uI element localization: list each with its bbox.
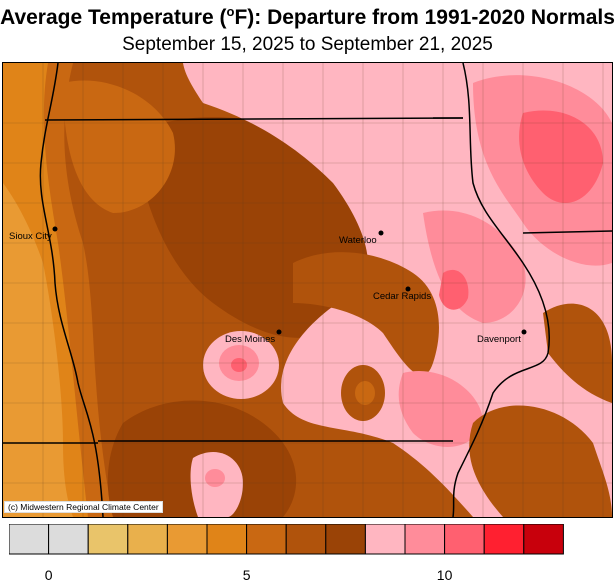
state-borders — [3, 63, 612, 517]
legend-tick-label: 10 — [437, 567, 453, 583]
legend-swatch — [166, 524, 208, 555]
east-rose-spot — [439, 269, 469, 310]
des-moines-dot — [276, 329, 282, 335]
legend-swatch — [246, 524, 287, 555]
north-orange-patch — [63, 80, 175, 213]
city-markers: Sioux City Waterloo Cedar Rapids Des Moi… — [9, 226, 527, 345]
map-title: Average Temperature (oF): Departure from… — [0, 4, 615, 29]
illinois-wisconsin-border — [522, 230, 612, 234]
northeast-rose-patch — [519, 110, 603, 203]
central-south-orange-oval — [355, 381, 375, 405]
iowa-north-border — [44, 117, 464, 121]
west-lightest-band — [3, 183, 73, 517]
legend-tick-label: 0 — [45, 567, 53, 583]
legend-swatch — [325, 524, 366, 555]
far-east-brown-patch — [543, 303, 612, 403]
map-subtitle: September 15, 2025 to September 21, 2025 — [122, 34, 493, 55]
legend-swatch — [444, 524, 485, 555]
legend-swatch — [364, 524, 406, 555]
des-moines-red-spot — [231, 358, 247, 372]
legend-swatch — [48, 524, 89, 555]
sioux-city-dot — [52, 226, 58, 232]
legend-swatch — [127, 524, 168, 555]
legend-swatch — [285, 524, 327, 555]
davenport-dot — [521, 329, 527, 335]
temperature-departure-map: Sioux City Waterloo Cedar Rapids Des Moi… — [2, 62, 613, 518]
central-brown-tongue — [293, 252, 439, 376]
southeast-brown-patch — [469, 405, 612, 517]
color-legend: 0 5 10 — [9, 524, 609, 584]
cedar-rapids-dot — [405, 286, 411, 292]
waterloo-dot — [378, 230, 384, 236]
mississippi-river-border — [452, 63, 550, 517]
sioux-city-label: Sioux City — [9, 231, 52, 242]
county-grid — [3, 63, 612, 517]
legend-swatch — [87, 524, 129, 555]
waterloo-label: Waterloo — [339, 235, 377, 246]
legend-swatch — [9, 524, 50, 555]
legend-swatch — [523, 524, 564, 555]
legend-swatch — [483, 524, 525, 555]
legend-swatch — [404, 524, 446, 555]
davenport-label: Davenport — [477, 334, 521, 345]
southeast-pink-patch — [398, 371, 483, 447]
credit-label: (c) Midwestern Regional Climate Center — [4, 501, 163, 513]
cedar-rapids-label: Cedar Rapids — [373, 291, 431, 302]
legend-tick-label: 5 — [243, 567, 251, 583]
missouri-river-border — [39, 63, 104, 517]
des-moines-label: Des Moines — [225, 334, 275, 345]
legend-swatch — [206, 524, 248, 555]
south-rose-spot — [205, 469, 225, 487]
